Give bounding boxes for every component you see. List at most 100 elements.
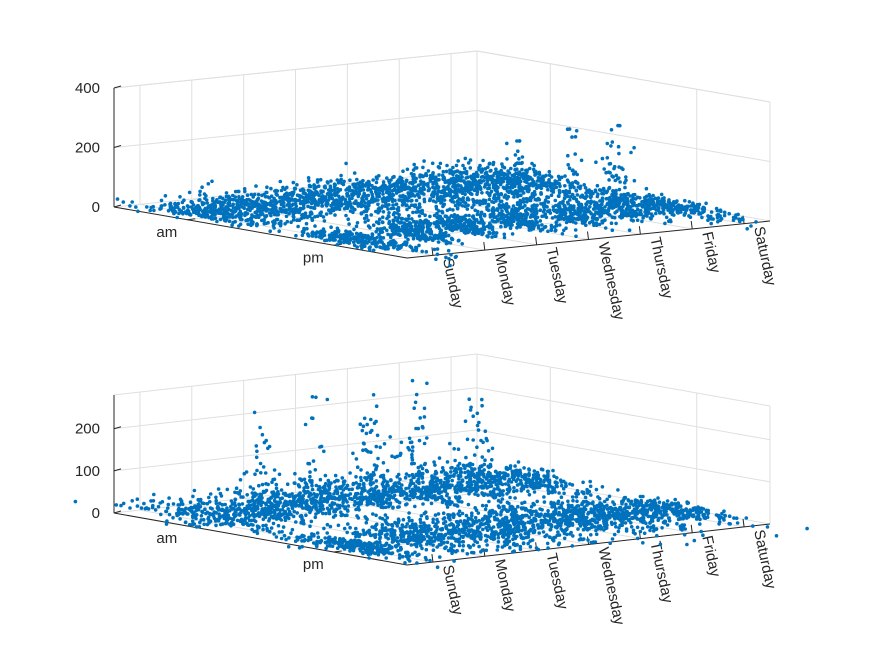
scatter-point [570,211,575,216]
scatter-point [204,208,208,212]
scatter-point [314,395,318,400]
scatter-point [406,237,410,242]
scatter-point [440,209,444,214]
scatter-point [518,200,523,204]
scatter-point [250,213,254,217]
scatter-point [414,392,419,397]
scatter-point [327,208,331,212]
scatter-point [246,222,250,226]
scatter-point [340,476,345,480]
scatter-point [346,493,351,498]
scatter-point [187,522,192,527]
scatter-point [560,232,565,236]
scatter-point [344,486,348,490]
scatter-point [687,200,692,204]
scatter-point [549,188,554,193]
scatter-point [385,468,390,473]
scatter-point [609,144,613,148]
scatter-point [213,212,217,217]
scatter-point [297,198,302,203]
scatter-point [291,213,296,217]
scatter-point [313,184,317,189]
scatter-point [361,448,365,453]
scatter-point [585,194,589,198]
scatter-point [530,207,535,212]
scatter-point [321,485,326,490]
scatter-point [387,221,391,226]
scatter-point [347,185,352,189]
scatter-point [319,495,323,500]
scatter-point [629,150,633,155]
scatter-point [216,487,221,491]
scatter-point [192,488,197,493]
scatter-point [411,248,415,253]
scatter-point [287,211,291,216]
scatter-point [310,416,314,420]
scatter-point [392,232,397,236]
scatter-point [233,497,238,502]
scatter-point [683,198,687,203]
scatter-point [444,169,449,174]
scatter-point [460,175,464,179]
scatter-point [256,192,261,197]
scatter-point [556,205,561,209]
scatter-point [258,425,262,430]
scatter-point [321,215,326,219]
scatter-point [540,227,545,231]
scatter-point [566,163,570,167]
scatter-point [237,196,241,201]
scatter-point [391,238,396,243]
scatter-point [205,201,209,205]
scatter-point [205,510,210,515]
scatter-point [653,206,657,211]
scatter-point [337,239,341,244]
scatter-point [224,191,229,195]
scatter-point [444,230,448,235]
scatter-point [323,473,328,478]
scatter-point [223,216,228,221]
scatter-point [187,190,192,195]
scatter-point [419,179,423,183]
scatter-point [243,189,247,194]
scatter-point [320,204,325,208]
scatter-point [314,483,319,488]
scatter-point [381,492,385,496]
scatter-point [611,199,615,204]
scatter-point [241,198,245,202]
scatter-point [142,501,146,506]
scatter-point [338,234,342,239]
scatter-point [467,213,471,218]
scatter-point [534,169,538,174]
scatter-point [483,167,488,171]
scatter-point [426,188,431,193]
scatter-point [306,461,310,466]
scatter-point [274,482,279,487]
scatter-point [719,209,723,213]
scatter-point [378,474,383,479]
scatter-point [516,149,520,153]
scatter-point [362,416,367,421]
scatter-point [297,494,302,499]
scatter-point [386,207,390,211]
scatter-point [478,178,483,183]
scatter-point [224,519,229,523]
scatter-point [575,193,580,197]
scatter-point [605,141,610,146]
scatter-point [417,202,422,206]
scatter-point [244,470,249,474]
scatter-point [305,505,310,509]
scatter-point [505,157,509,161]
scatter-point [546,200,551,204]
scatter-point [422,441,427,446]
scatter-point [372,421,377,426]
scatter-point [362,442,366,446]
scatter-point [265,509,269,514]
scatter-point [287,511,292,516]
scatter-point [651,193,655,198]
scatter-point [332,480,337,484]
scatter-point [391,224,395,228]
scatter-point [405,218,409,222]
scatter-point [709,210,714,214]
scatter-point [343,513,348,518]
scatter-point [389,178,393,182]
